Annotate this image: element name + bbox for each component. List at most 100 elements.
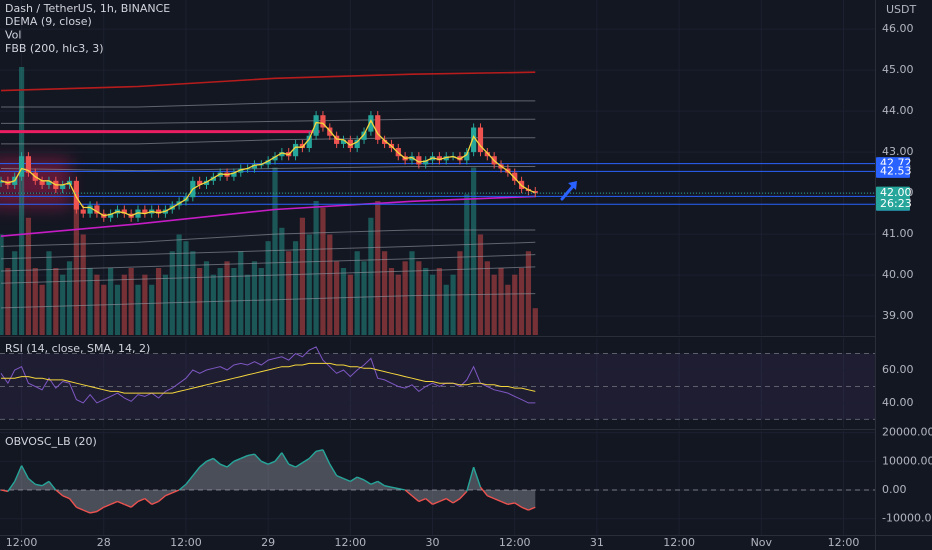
obv-segment [247,453,255,457]
obv-segment [20,465,30,479]
volume-bar [149,284,155,335]
arrow-head [568,181,577,190]
obv-segment [466,466,475,492]
candle-body [272,156,278,161]
x-tick-label: 30 [426,536,440,549]
x-tick-label: 12:00 [828,536,860,549]
candle-body [423,160,429,165]
candle-body [231,172,237,177]
candle-body [512,172,518,181]
volume-bar [231,268,237,335]
volume-bar [292,241,299,335]
candle-body [443,156,449,161]
obv-segment [336,475,344,480]
obv-segment [370,480,379,485]
x-tick-label: 31 [590,536,604,549]
volume-bar [505,284,511,335]
volume-bar [498,268,504,335]
fbb-band [0,195,536,237]
volume-bar [457,251,463,335]
volume-bar [388,268,395,335]
x-tick-label: 12:00 [170,536,202,549]
obv-segment [110,500,118,505]
candle-body [142,209,148,214]
candle-body [0,180,4,183]
obv-segment [27,477,36,485]
obv-segment [472,466,482,488]
obv-segment [48,480,57,491]
volume-bar [87,268,93,335]
volume-bar [436,268,442,335]
obv-segment [377,480,385,487]
candle-body [197,180,203,185]
x-tick-label: 12:00 [334,536,366,549]
volume-bar [142,274,148,335]
x-tick-label: 28 [97,536,111,549]
y-tick-label: 46.00 [882,22,914,35]
candle-body [368,115,374,132]
volume-bar [368,217,374,335]
obv-segment [514,502,522,508]
candle-body [471,127,477,153]
y-tick-label: 41.00 [882,227,914,240]
x-tick-label: 12:00 [663,536,695,549]
obv-segment [219,463,228,468]
obv-segment [487,495,495,500]
candle-body [457,156,463,161]
obv-segment [315,449,324,452]
candle-body [340,139,347,144]
volume-bar [381,251,388,335]
volume-bar [224,261,230,335]
fbb-band [0,254,536,272]
volume-bar [313,201,319,335]
last-price-box [876,186,910,211]
volume-bar [0,234,4,335]
volume-bar [402,261,408,335]
level-label: 42.53 [880,164,912,177]
candle-body [251,164,258,169]
obv-segment [233,457,242,462]
fbb-band [1,118,536,124]
obv-segment [68,498,77,508]
volume-bar [286,251,292,335]
volume-bar [354,251,360,335]
volume-bar [429,274,436,335]
candle-body [279,152,285,157]
volume-bar [39,284,45,335]
obv-segment [206,457,214,462]
obv-segment [76,506,84,511]
volume-bar [162,274,169,335]
candle-body [217,172,223,177]
volume-bar [265,241,271,335]
obv-segment [349,476,358,482]
chart-title: Dash / TetherUS, 1h, BINANCE [5,2,170,15]
fbb-band [0,71,536,92]
volume-bar [272,167,278,335]
candle-body [39,180,45,185]
y-tick-label: 44.00 [882,104,914,117]
obv-segment [178,483,187,491]
x-tick-label: 29 [261,536,275,549]
candle-body [73,180,79,210]
candle-body [409,156,415,161]
obv-segment [398,487,406,491]
x-tick-label: 12:00 [6,536,38,549]
obv-title: OBVOSC_LB (20) [5,435,97,448]
volume-bar [423,268,429,335]
volume-bar [135,284,141,335]
obv-segment [308,450,317,459]
fbb-band [1,137,536,145]
candle-body [375,115,381,140]
candle-body [87,205,93,214]
indicator-legend: DEMA (9, close) [5,15,92,28]
countdown: 26:23 [880,197,912,210]
volume-bar [190,251,196,335]
volume-bar [66,261,73,335]
y-tick-label: -10000.00 [882,512,932,525]
obv-segment [391,486,399,490]
candle-body [292,143,299,157]
candle-body [347,139,353,149]
volume-bar [12,251,18,335]
candle-body [121,209,127,214]
volume-bar [532,308,538,335]
